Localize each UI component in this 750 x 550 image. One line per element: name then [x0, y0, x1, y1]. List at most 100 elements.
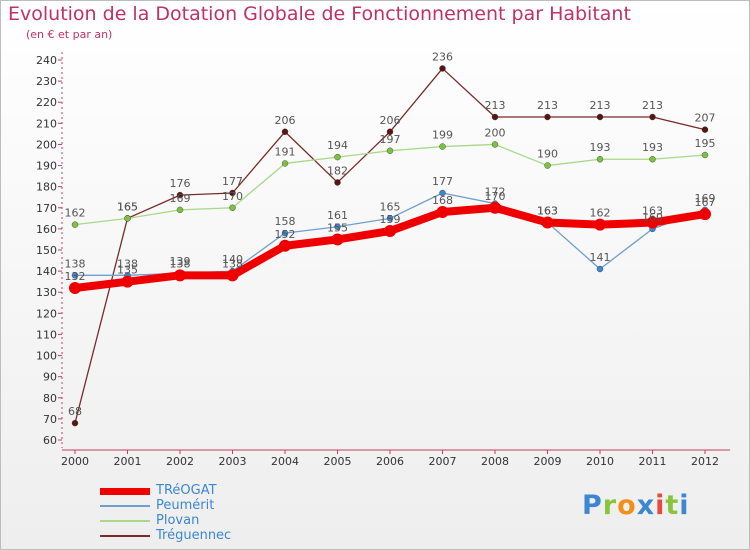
data-point-trguennec	[544, 113, 551, 121]
data-point-trogat	[121, 275, 134, 288]
data-point-trogat	[174, 269, 186, 282]
data-point-plovan	[334, 153, 341, 161]
y-tick-label: 130	[36, 286, 57, 299]
data-label-trogat: 163	[642, 205, 663, 218]
data-label-trogat: 135	[117, 264, 138, 277]
data-label-peumrit: 141	[590, 251, 611, 264]
x-tick-label: 2004	[271, 455, 299, 468]
data-point-trogat	[331, 233, 344, 246]
data-label-peumrit: 139	[170, 255, 191, 268]
data-label-trguennec: 165	[117, 200, 138, 213]
data-point-plovan	[439, 143, 446, 150]
data-point-plovan	[124, 215, 131, 222]
x-tick-label: 2011	[639, 455, 667, 468]
data-label-trogat: 163	[537, 205, 558, 218]
data-label-trguennec: 177	[222, 175, 243, 188]
data-label-trogat: 138	[222, 257, 243, 270]
data-point-trogat	[594, 218, 606, 231]
y-tick-label: 240	[36, 54, 57, 67]
chart-title: Evolution de la Dotation Globale de Fonc…	[8, 3, 631, 25]
data-label-trogat: 162	[590, 207, 611, 220]
x-tick-label: 2002	[166, 455, 194, 468]
logo-letter: r	[602, 490, 618, 521]
y-tick-label: 60	[43, 434, 57, 447]
y-tick-label: 180	[36, 181, 57, 194]
x-tick-label: 2006	[376, 455, 404, 468]
data-label-peumrit: 158	[275, 215, 296, 228]
legend-swatch-plovan	[100, 520, 150, 522]
legend-swatch-treguennec	[100, 535, 150, 537]
logo-letter: i	[655, 490, 666, 521]
logo-letter: i	[679, 490, 690, 521]
logo-letter: o	[617, 490, 637, 521]
legend-swatch-peumerit	[100, 505, 150, 507]
data-label-peumrit: 163	[537, 205, 558, 218]
data-point-trogat	[541, 216, 554, 229]
x-tick-label: 2009	[534, 455, 562, 468]
data-label-plovan: 197	[380, 133, 401, 146]
x-tick-label: 2000	[61, 455, 89, 468]
axes: 60 70 80 90 100 110 120 130 140 150 160 170 180 190 20…	[36, 52, 730, 468]
data-label-trguennec: 213	[537, 99, 558, 112]
data-label-trogat: 170	[485, 190, 506, 203]
data-point-plovan	[176, 206, 184, 214]
data-label-peumrit: 172	[485, 186, 506, 199]
data-point-trguennec	[491, 113, 499, 121]
y-tick-label: 70	[43, 413, 57, 426]
data-point-plovan	[701, 151, 709, 159]
y-tick-label: 190	[36, 160, 57, 173]
legend-label-plovan: Plovan	[156, 513, 200, 528]
y-tick-label: 160	[36, 223, 57, 236]
x-tick-label: 2005	[324, 455, 352, 468]
data-point-peumrit	[439, 189, 446, 197]
data-label-plovan: 162	[65, 207, 86, 220]
data-label-plovan: 199	[432, 129, 453, 142]
data-label-trogat: 168	[432, 194, 453, 207]
y-tick-label: 220	[36, 96, 57, 109]
x-tick-label: 2008	[481, 455, 509, 468]
data-point-plovan	[229, 204, 236, 211]
legend-label-peumerit: Peumérit	[156, 498, 215, 513]
data-label-trguennec: 213	[642, 99, 663, 112]
x-tick-label: 2003	[219, 455, 247, 468]
y-tick-label: 200	[36, 138, 57, 151]
x-tick-label: 2012	[691, 455, 719, 468]
data-point-peumrit	[334, 223, 341, 230]
y-tick-label: 170	[36, 202, 57, 215]
data-label-plovan: 195	[695, 137, 716, 150]
data-point-plovan	[491, 141, 499, 148]
chart-subtitle: (en € et par an)	[26, 28, 113, 41]
data-label-trogat: 152	[275, 228, 296, 241]
data-point-trguennec	[386, 128, 394, 135]
data-point-trguennec	[281, 128, 289, 135]
data-label-plovan: 194	[327, 139, 348, 152]
data-label-trogat: 138	[170, 257, 191, 270]
data-label-peumrit: 161	[327, 209, 348, 222]
data-label-plovan: 169	[170, 192, 191, 205]
data-label-peumrit: 177	[432, 175, 453, 188]
data-label-trogat: 155	[327, 221, 348, 234]
data-point-trogat	[436, 206, 449, 218]
data-point-peumrit	[281, 229, 289, 237]
data-point-trogat	[384, 225, 396, 237]
data-label-trogat: 167	[695, 196, 716, 209]
data-label-trguennec: 176	[170, 177, 191, 190]
data-point-plovan	[649, 156, 656, 163]
data-point-trguennec	[71, 419, 79, 427]
data-point-trogat	[699, 208, 711, 221]
data-point-plovan	[281, 160, 289, 167]
data-point-trguennec	[229, 189, 236, 197]
data-label-peumrit: 169	[695, 192, 716, 205]
data-label-plovan: 200	[485, 126, 506, 139]
data-label-peumrit: 165	[380, 200, 401, 213]
y-tick-label: 90	[43, 371, 57, 384]
y-tick-label: 150	[36, 244, 57, 257]
data-point-plovan	[544, 162, 551, 169]
data-point-plovan	[71, 221, 79, 228]
data-point-trguennec	[701, 126, 709, 133]
y-tick-label: 230	[36, 75, 57, 88]
data-labels: 68 165 176 177 206 182 206 236 213 213 213 213 207 16…	[65, 50, 716, 418]
data-point-trogat	[489, 201, 501, 214]
data-label-peumrit: 138	[117, 257, 138, 270]
